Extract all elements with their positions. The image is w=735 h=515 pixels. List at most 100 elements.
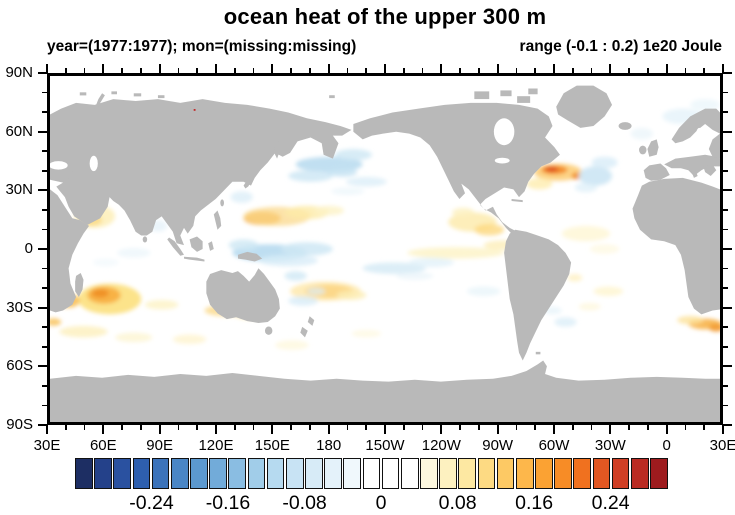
x-tick-minor xyxy=(515,425,518,430)
y-tick-label: 30N xyxy=(5,181,33,199)
y-tick-label: 60N xyxy=(5,122,33,140)
y-tick-major xyxy=(38,130,47,133)
colorbar: -0.24 -0.16 -0.08 0 0.08 0.16 0.24 xyxy=(75,458,668,514)
colorbar-cell xyxy=(573,458,592,489)
x-tick-major xyxy=(215,425,217,434)
x-tick-minor xyxy=(365,68,367,73)
x-tick-minor xyxy=(121,425,123,430)
map-plot-area xyxy=(47,73,723,425)
x-tick-major xyxy=(102,425,105,434)
colorbar-cell xyxy=(132,458,151,489)
x-tick-minor xyxy=(83,425,86,430)
x-tick-label: 150W xyxy=(365,437,405,454)
colorbar-tick-label: 0 xyxy=(375,492,387,514)
y-tick-minor xyxy=(723,326,728,328)
x-tick-minor xyxy=(421,425,424,430)
x-tick-minor xyxy=(684,425,687,430)
x-tick-label: 120W xyxy=(421,437,461,454)
colorbar-cell xyxy=(400,458,419,489)
arctic-warm-speck xyxy=(193,109,196,111)
x-tick-minor xyxy=(590,68,593,73)
y-tick-minor xyxy=(723,287,728,289)
x-tick-major xyxy=(271,64,274,73)
x-tick-minor xyxy=(252,425,255,430)
x-tick-label: 90E xyxy=(146,437,173,454)
x-tick-label: 30E xyxy=(709,437,735,454)
x-tick-label: 60W xyxy=(538,437,570,454)
x-tick-label: 30E xyxy=(33,437,61,454)
x-tick-minor xyxy=(83,68,86,73)
y-tick-minor xyxy=(42,326,47,328)
colorbar-tick-label: 0.24 xyxy=(591,492,630,514)
y-tick-major xyxy=(723,365,732,368)
colorbar-cell xyxy=(75,458,93,489)
colorbar-cell xyxy=(285,458,304,489)
y-tick-minor xyxy=(723,267,728,270)
y-tick-label: 90S xyxy=(6,416,33,433)
x-tick-minor xyxy=(478,68,480,73)
x-tick-major xyxy=(271,425,274,434)
colorbar-cell xyxy=(611,458,630,489)
x-tick-major xyxy=(609,64,612,73)
y-tick-minor xyxy=(42,150,47,152)
x-tick-major xyxy=(496,425,499,434)
x-tick-minor xyxy=(628,68,630,73)
y-tick-minor xyxy=(723,404,728,407)
y-tick-minor xyxy=(42,267,47,270)
colorbar-cell xyxy=(151,458,170,489)
colorbar-cell xyxy=(515,458,534,489)
colorbar-tick-label: 0.16 xyxy=(515,492,554,514)
colorbar-cell xyxy=(362,458,381,489)
y-tick-major xyxy=(38,248,47,250)
x-tick-minor xyxy=(309,68,311,73)
x-tick-label: 90W xyxy=(482,437,514,454)
x-tick-major xyxy=(215,64,217,73)
x-tick-minor xyxy=(647,68,649,73)
x-tick-minor xyxy=(65,425,67,430)
x-tick-major xyxy=(158,425,161,434)
colorbar-cell xyxy=(381,458,400,489)
x-tick-major xyxy=(553,425,555,434)
x-tick-minor xyxy=(647,425,649,430)
x-tick-minor xyxy=(177,425,180,430)
y-tick-minor xyxy=(723,170,728,172)
x-tick-label: 180 xyxy=(316,437,342,454)
colorbar-tick-label: -0.16 xyxy=(205,492,251,514)
x-tick-major xyxy=(440,425,443,434)
y-tick-major xyxy=(723,189,732,192)
x-tick-major xyxy=(440,64,443,73)
y-tick-minor xyxy=(42,111,47,113)
x-tick-minor xyxy=(459,68,461,73)
x-tick-minor xyxy=(196,68,198,73)
colorbar-cell xyxy=(228,458,247,489)
x-tick-label: 150E xyxy=(254,437,290,454)
y-tick-minor xyxy=(42,346,47,348)
subtitle-left: year=(1977:1977); mon=(missing:missing) xyxy=(47,38,357,55)
y-tick-minor xyxy=(723,209,728,211)
world-map-svg xyxy=(50,76,720,422)
x-tick-label: 30W xyxy=(594,437,626,454)
x-tick-minor xyxy=(421,68,424,73)
x-tick-minor xyxy=(703,68,705,73)
y-tick-minor xyxy=(723,150,728,152)
x-tick-minor xyxy=(140,425,142,430)
colorbar-cell xyxy=(439,458,457,489)
colorbar-cell xyxy=(170,458,189,489)
colorbar-cells xyxy=(75,458,668,489)
x-tick-major xyxy=(609,425,612,434)
colorbar-cell xyxy=(420,458,438,489)
x-tick-minor xyxy=(234,425,236,430)
y-tick-major xyxy=(38,189,47,192)
x-tick-major xyxy=(722,64,724,73)
colorbar-cell xyxy=(247,458,266,489)
x-tick-minor xyxy=(515,68,518,73)
colorbar-cell xyxy=(496,458,515,489)
x-tick-label: 0 xyxy=(662,437,671,454)
colorbar-cell xyxy=(94,458,112,489)
x-tick-minor xyxy=(572,425,574,430)
colorbar-cell xyxy=(535,458,553,489)
x-tick-minor xyxy=(346,425,349,430)
x-tick-minor xyxy=(234,68,236,73)
x-tick-major xyxy=(553,64,555,73)
x-tick-major xyxy=(327,64,330,73)
